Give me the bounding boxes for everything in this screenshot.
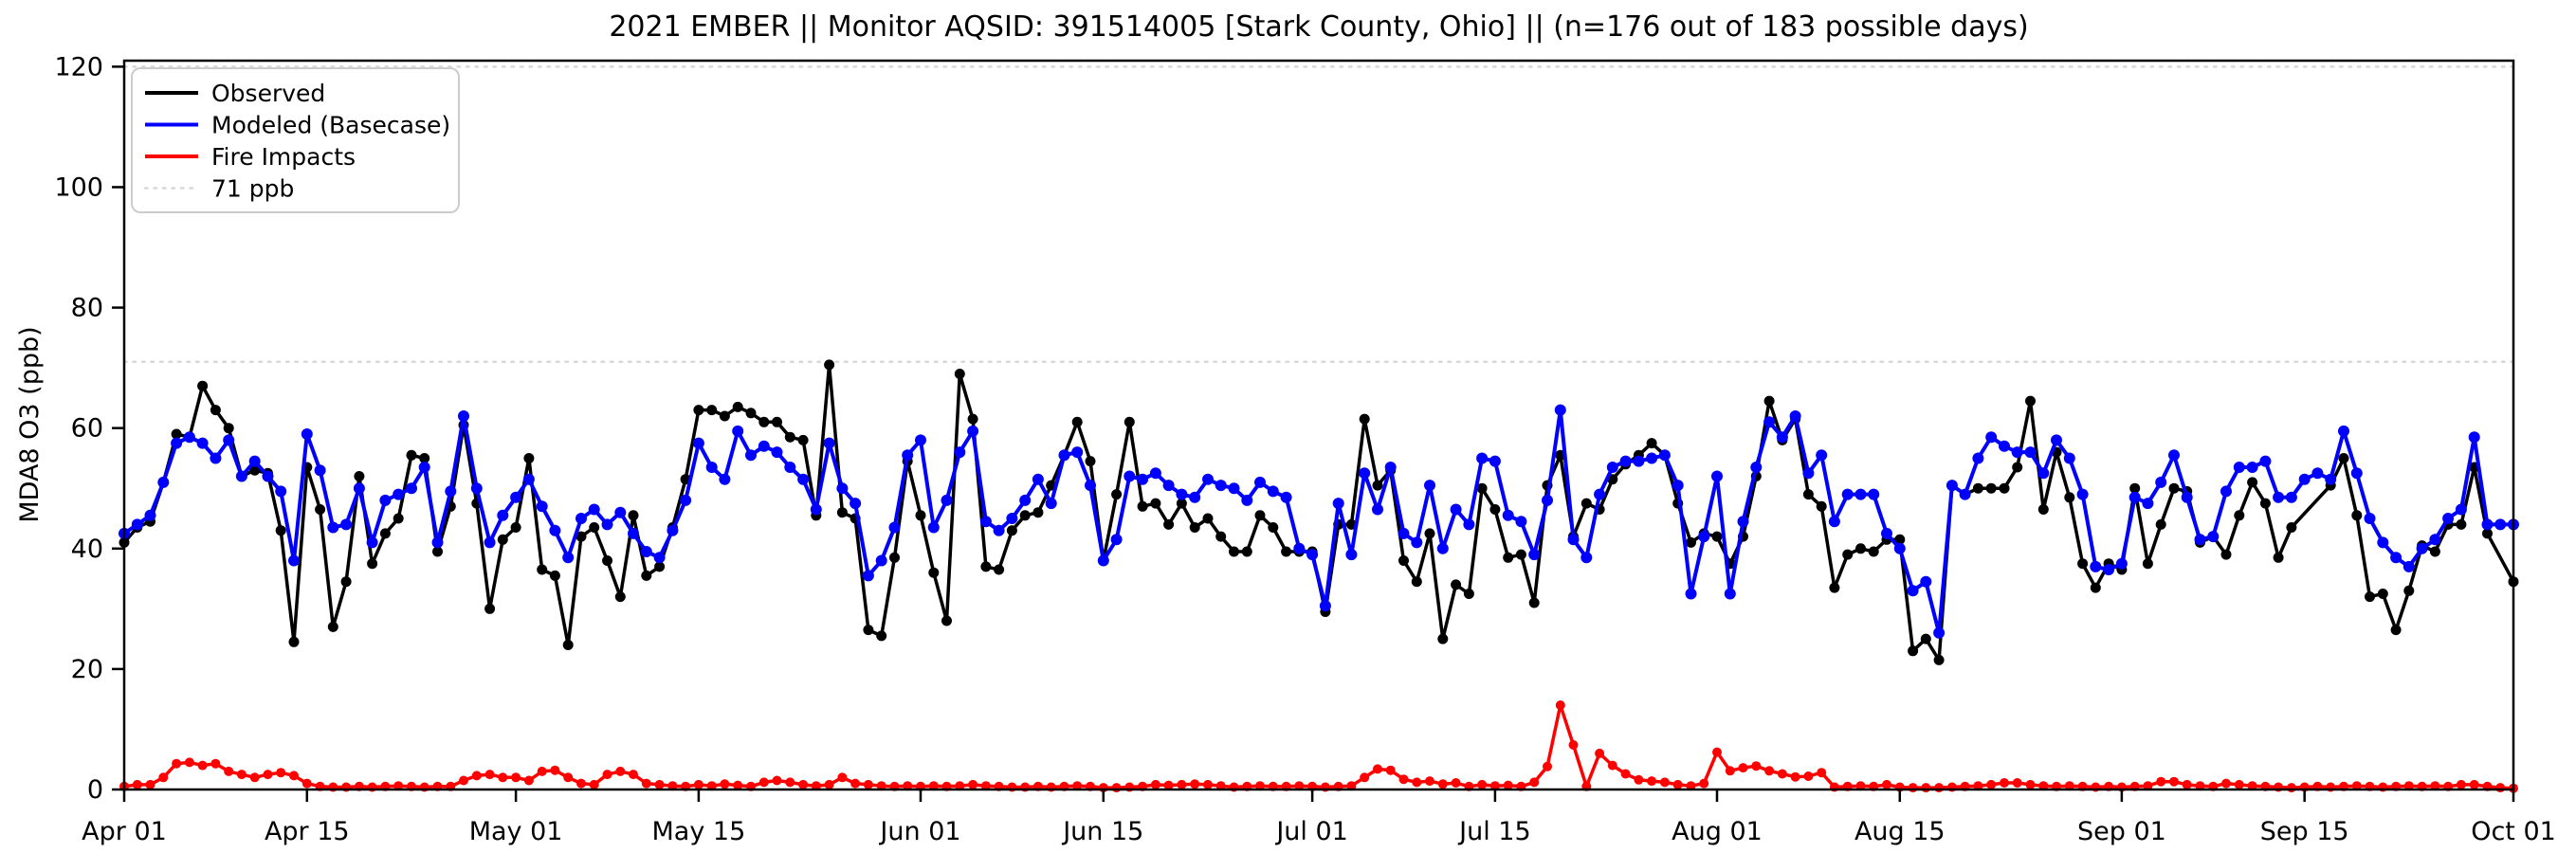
x-tick-label: Jul 01 (1274, 817, 1348, 846)
y-tick-label: 100 (54, 172, 103, 202)
legend-label: 71 ppb (211, 175, 294, 203)
y-tick-label: 40 (71, 535, 103, 564)
x-tick-label: Aug 01 (1672, 817, 1763, 846)
y-tick-label: 80 (71, 294, 103, 323)
x-tick-label: Jul 15 (1457, 817, 1531, 846)
legend-label: Observed (211, 80, 325, 107)
series-modeled-basecase- (119, 404, 2519, 639)
legend-label: Modeled (Basecase) (211, 112, 450, 139)
y-tick-label: 20 (71, 655, 103, 684)
x-tick-label: May 15 (652, 817, 746, 846)
x-tick-label: Aug 15 (1854, 817, 1946, 846)
legend-label: Fire Impacts (211, 143, 356, 171)
x-tick-label: Apr 01 (82, 817, 167, 846)
x-tick-label: Jun 15 (1061, 817, 1143, 846)
y-axis-title: MDA8 O3 (ppb) (15, 326, 45, 522)
series-observed (119, 359, 2519, 665)
y-tick-label: 0 (87, 775, 103, 805)
series-fire-impacts (119, 700, 2518, 793)
plot-border (122, 59, 2515, 791)
y-tick-label: 120 (54, 52, 103, 82)
x-tick-label: Jun 01 (878, 817, 960, 846)
legend: Observed Modeled (Basecase) Fire Impacts 71… (131, 67, 460, 213)
y-axis: 0 20 40 60 80 100 120 (54, 52, 124, 805)
x-axis: Apr 01 Apr 15 May 01 May 15 Jun 01 Jun 15 Jul … (82, 789, 2556, 846)
chart-title: 2021 EMBER || Monitor AQSID: 391514005 [… (609, 10, 2028, 44)
x-tick-label: Sep 15 (2260, 817, 2349, 846)
y-tick-label: 60 (71, 414, 103, 444)
x-tick-label: May 01 (469, 817, 563, 846)
x-tick-label: Sep 01 (2077, 817, 2166, 846)
x-tick-label: Oct 01 (2471, 817, 2556, 846)
x-tick-label: Apr 15 (265, 817, 350, 846)
